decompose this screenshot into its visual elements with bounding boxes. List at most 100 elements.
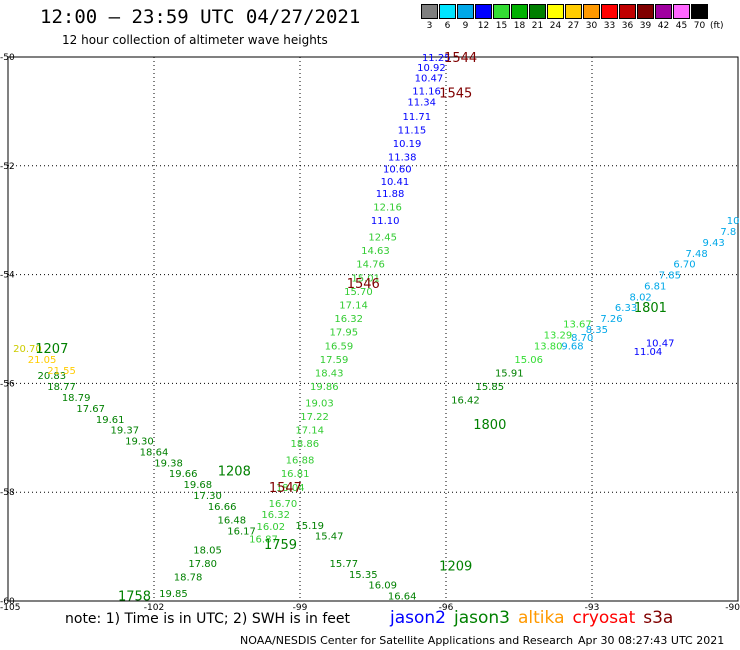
data-point-label: 17.67 [76, 404, 105, 415]
data-point-label: 6.33 [615, 303, 637, 314]
data-point-label: 8.70 [571, 333, 593, 344]
x-tick-label: -96 [439, 603, 454, 613]
data-point-label: 16.59 [325, 341, 354, 352]
y-tick-label: -58 [0, 488, 15, 498]
scale-label: 36 [621, 21, 634, 31]
data-point-label: 18.05 [193, 545, 222, 556]
scale-label: 12 [477, 21, 490, 31]
data-point-label: 16.32 [334, 314, 363, 325]
data-point-label: 17.30 [193, 491, 222, 502]
scale-swatch [457, 4, 474, 19]
scale-label: 39 [639, 21, 652, 31]
scale-swatch [583, 4, 600, 19]
track-label: 1547 [269, 481, 302, 496]
track-label: 1759 [264, 538, 297, 553]
data-point-label: 12.16 [373, 203, 402, 214]
legend-cryosat: cryosat [572, 608, 636, 628]
scale-label: 3 [426, 21, 433, 31]
scale-label: 15 [495, 21, 508, 31]
data-point-label: 15.01 [351, 273, 380, 284]
data-point-label: 6.81 [644, 281, 666, 292]
data-point-label: 20.83 [37, 371, 66, 382]
data-point-label: 19.66 [169, 469, 198, 480]
footnote: note: 1) Time is in UTC; 2) SWH is in fe… [65, 611, 351, 627]
x-tick-label: -93 [585, 603, 600, 613]
scale-label: 21 [531, 21, 544, 31]
data-point-label: 6.70 [673, 260, 695, 271]
data-point-label: 20.70 [13, 344, 42, 355]
y-tick-label: -50 [0, 53, 15, 63]
data-point-label: 19.38 [154, 458, 183, 469]
generated-timestamp: Apr 30 08:27:43 UTC 2021 [578, 634, 725, 647]
track-label: 1209 [439, 560, 472, 575]
scale-swatch [529, 4, 546, 19]
scale-swatch [691, 4, 708, 19]
data-point-label: 15.91 [495, 369, 524, 380]
track-label: 1800 [473, 418, 506, 433]
satellite-legend: jason2 jason3 altika cryosat s3a [390, 608, 681, 628]
data-point-label: 11.10 [371, 216, 400, 227]
data-point-label: 19.61 [96, 415, 125, 426]
track-label: 1758 [118, 590, 151, 605]
chart-subtitle: 12 hour collection of altimeter wave hei… [62, 33, 328, 47]
scale-swatch [637, 4, 654, 19]
track-label: 1544 [444, 51, 477, 66]
data-point-label: 10.47 [415, 74, 444, 85]
scale-label: 30 [585, 21, 598, 31]
scale-label: 70 [693, 21, 706, 31]
scale-label: 42 [657, 21, 670, 31]
scale-swatch [421, 4, 438, 19]
legend-altika: altika [518, 608, 565, 628]
data-point-label: 10.47 [646, 339, 675, 350]
scale-label: 9 [462, 21, 469, 31]
data-point-label: 11.04 [634, 347, 663, 358]
data-point-label: 13.29 [544, 330, 573, 341]
data-point-label: 12.45 [368, 233, 397, 244]
data-point-label: 19.68 [183, 480, 212, 491]
data-point-label: 9.68 [561, 341, 583, 352]
scale-swatch [565, 4, 582, 19]
data-point-label: 15.77 [329, 559, 358, 570]
data-point-label: 10.60 [383, 165, 412, 176]
chart-title: 12:00 – 23:59 UTC 04/27/2021 [40, 6, 361, 28]
data-point-label: 18.86 [291, 439, 320, 450]
track-label: 1545 [439, 86, 472, 101]
data-point-label: 18.78 [174, 573, 203, 584]
y-tick-label: -56 [0, 379, 15, 389]
data-point-label: 17.14 [295, 426, 324, 437]
scale-swatch [601, 4, 618, 19]
data-point-label: 10 [727, 216, 740, 227]
scale-label: 6 [444, 21, 451, 31]
data-point-label: 17.14 [339, 301, 368, 312]
scale-swatch [655, 4, 672, 19]
track-label: 1801 [634, 301, 667, 316]
data-point-label: 19.37 [110, 426, 139, 437]
data-point-label: 11.25 [422, 53, 451, 64]
data-point-label: 10.41 [381, 177, 410, 188]
data-point-label: 16.42 [451, 396, 480, 407]
scale-label: 24 [549, 21, 562, 31]
scale-label: 18 [513, 21, 526, 31]
data-point-label: 8.35 [586, 325, 608, 336]
data-point-label: 15.70 [344, 287, 373, 298]
data-point-label: 7.8 [720, 227, 736, 238]
data-point-label: 10.19 [393, 139, 422, 150]
data-point-label: 16.09 [368, 581, 397, 592]
data-point-label: 19.03 [305, 398, 334, 409]
legend-jason3: jason3 [454, 608, 510, 628]
data-point-label: 7.85 [659, 271, 681, 282]
scale-swatch [619, 4, 636, 19]
scale-label: 45 [675, 21, 688, 31]
legend-jason2: jason2 [390, 608, 446, 628]
data-point-label: 11.71 [402, 112, 431, 123]
data-point-label: 11.88 [376, 189, 405, 200]
track-label: 1546 [347, 277, 380, 292]
data-point-label: 16.81 [281, 469, 310, 480]
y-tick-label: -54 [0, 271, 15, 281]
x-tick-label: -102 [144, 603, 164, 613]
data-point-label: 18.79 [62, 393, 91, 404]
data-point-label: 19.30 [125, 437, 154, 448]
data-point-label: 15.35 [349, 570, 378, 581]
data-point-label: 11.16 [412, 87, 441, 98]
data-point-label: 19.86 [310, 382, 339, 393]
